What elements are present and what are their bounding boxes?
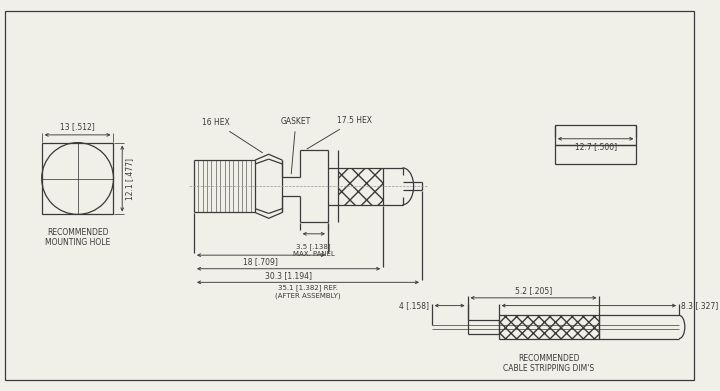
Text: 12.1 [.477]: 12.1 [.477] (125, 158, 134, 199)
Text: 30.3 [1.194]: 30.3 [1.194] (265, 271, 312, 280)
Text: RECOMMENDED
CABLE STRIPPING DIM'S: RECOMMENDED CABLE STRIPPING DIM'S (503, 354, 595, 373)
Text: 18 [.709]: 18 [.709] (243, 257, 279, 266)
Text: 4 [.158]: 4 [.158] (399, 301, 428, 310)
Bar (555, 145, 636, 164)
Text: 13 [.512]: 13 [.512] (60, 122, 95, 131)
Text: 3.5 [.138]
MAX. PANEL: 3.5 [.138] MAX. PANEL (293, 244, 335, 257)
Text: 5.2 [.205]: 5.2 [.205] (515, 286, 552, 295)
Bar (498, 315, 600, 339)
Text: 35.1 [1.382] REF.
(AFTER ASSEMBLY): 35.1 [1.382] REF. (AFTER ASSEMBLY) (275, 284, 341, 298)
Text: GASKET: GASKET (281, 117, 311, 174)
Text: 8.3 [.327]: 8.3 [.327] (681, 301, 718, 310)
Bar (555, 125, 636, 145)
Text: 12.7 [.500]: 12.7 [.500] (575, 142, 616, 151)
Text: RECOMMENDED
MOUNTING HOLE: RECOMMENDED MOUNTING HOLE (45, 228, 110, 248)
Bar (338, 168, 383, 205)
Bar (42, 143, 114, 214)
Text: 16 HEX: 16 HEX (202, 118, 263, 153)
Text: 17.5 HEX: 17.5 HEX (307, 116, 372, 149)
